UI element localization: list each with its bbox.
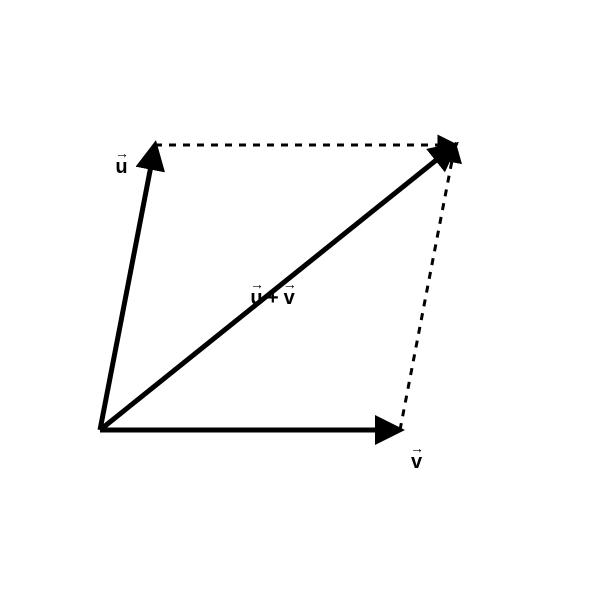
label-sum: → u + → v	[250, 280, 296, 308]
label-sum-v: → v	[283, 281, 296, 308]
vector-addition-diagram: → u → v → u + → v	[0, 0, 600, 600]
diagram-svg	[0, 0, 600, 600]
label-v: → v	[410, 445, 423, 472]
label-sum-plus: +	[267, 288, 279, 308]
vector-u-translated	[400, 145, 455, 430]
vector-u	[100, 145, 155, 430]
label-sum-u: → u	[250, 281, 263, 308]
label-v-text: v	[411, 452, 422, 472]
label-u: → u	[115, 150, 128, 177]
label-u-text: u	[115, 157, 127, 177]
